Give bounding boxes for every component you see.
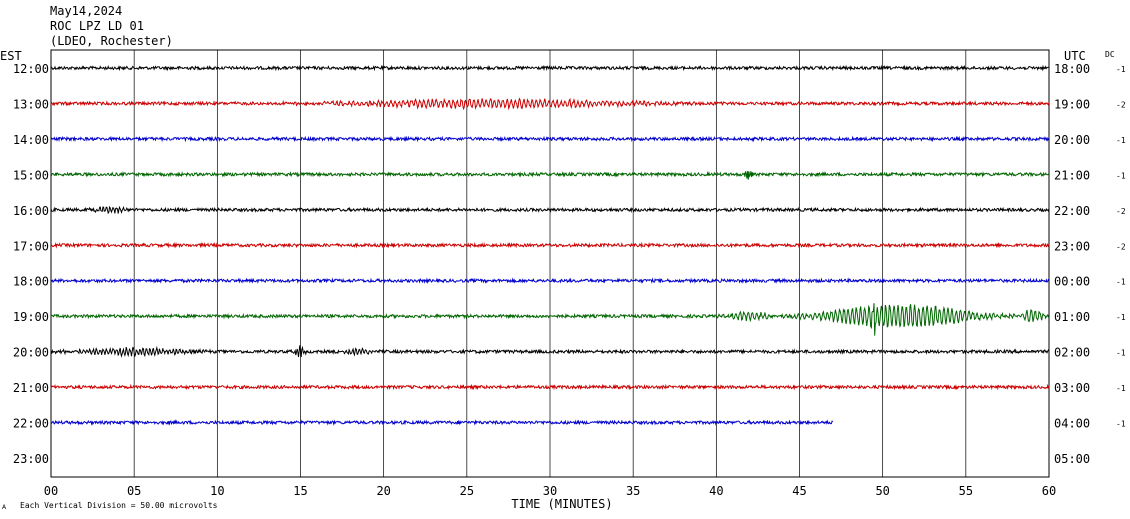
seismic-trace (50, 419, 834, 426)
utc-hour-label: 04:00 (1054, 417, 1090, 431)
scale-footnote: Each Vertical Division = 50.00 microvolt… (20, 501, 218, 510)
dc-offset-label: -2 (1116, 100, 1126, 109)
seismic-trace (50, 170, 1050, 180)
est-hour-label: 18:00 (13, 275, 49, 289)
x-tick-label: 35 (626, 484, 640, 498)
est-hour-label: 21:00 (13, 381, 49, 395)
est-hour-label: 23:00 (13, 452, 49, 466)
x-tick-label: 05 (127, 484, 141, 498)
x-tick-label: 30 (543, 484, 557, 498)
est-axis-label: EST (0, 49, 22, 63)
utc-hour-label: 00:00 (1054, 275, 1090, 289)
seismic-trace (50, 64, 1050, 72)
est-hour-label: 12:00 (13, 62, 49, 76)
est-hour-label: 19:00 (13, 310, 49, 324)
est-hour-label: 13:00 (13, 97, 49, 111)
x-tick-label: 45 (792, 484, 806, 498)
est-hour-label: 16:00 (13, 204, 49, 218)
utc-hour-label: 23:00 (1054, 239, 1090, 253)
dc-offset-label: -1 (1116, 65, 1126, 74)
dc-offset-label: -1 (1116, 136, 1126, 145)
est-hour-label: 20:00 (13, 346, 49, 360)
x-tick-label: 50 (875, 484, 889, 498)
seismic-trace (50, 383, 1050, 391)
dc-offset-label: -1 (1116, 171, 1126, 180)
dc-offset-label: -1 (1116, 384, 1126, 393)
dc-offset-label: -1 (1116, 349, 1126, 358)
utc-axis-label: UTC (1064, 49, 1086, 63)
footnote-mark: A (2, 504, 7, 511)
x-tick-label: 40 (709, 484, 723, 498)
utc-hour-label: 19:00 (1054, 97, 1090, 111)
dc-label: DC (1105, 50, 1115, 59)
x-tick-label: 25 (460, 484, 474, 498)
x-tick-label: 20 (376, 484, 390, 498)
utc-hour-label: 20:00 (1054, 133, 1090, 147)
utc-hour-label: 02:00 (1054, 346, 1090, 360)
x-tick-label: 15 (293, 484, 307, 498)
seismic-trace (50, 303, 1050, 336)
est-hour-label: 15:00 (13, 168, 49, 182)
x-tick-label: 55 (959, 484, 973, 498)
est-hour-label: 22:00 (13, 417, 49, 431)
x-tick-label: 10 (210, 484, 224, 498)
seismic-trace (50, 345, 1050, 358)
dc-offset-label: -1 (1116, 420, 1126, 429)
seismic-trace (50, 277, 1050, 284)
utc-hour-label: 18:00 (1054, 62, 1090, 76)
dc-offset-label: -2 (1116, 207, 1126, 216)
chart-station: ROC LPZ LD 01 (50, 19, 144, 33)
x-tick-label: 60 (1042, 484, 1056, 498)
est-hour-label: 17:00 (13, 239, 49, 253)
utc-hour-label: 22:00 (1054, 204, 1090, 218)
dc-offset-label: -2 (1116, 242, 1126, 251)
chart-date: May14,2024 (50, 4, 123, 18)
x-tick-label: 00 (44, 484, 58, 498)
utc-hour-label: 05:00 (1054, 452, 1090, 466)
seismic-trace (50, 135, 1050, 143)
seismic-trace (50, 205, 1050, 215)
chart-network: (LDEO, Rochester) (50, 34, 173, 48)
seismic-trace (50, 241, 1050, 249)
utc-hour-label: 03:00 (1054, 381, 1090, 395)
dc-offset-label: -1 (1116, 278, 1126, 287)
seismic-trace (50, 97, 1050, 111)
x-axis-label: TIME (MINUTES) (511, 497, 612, 511)
utc-hour-label: 01:00 (1054, 310, 1090, 324)
est-hour-label: 14:00 (13, 133, 49, 147)
dc-offset-label: -1 (1116, 313, 1126, 322)
utc-hour-label: 21:00 (1054, 168, 1090, 182)
